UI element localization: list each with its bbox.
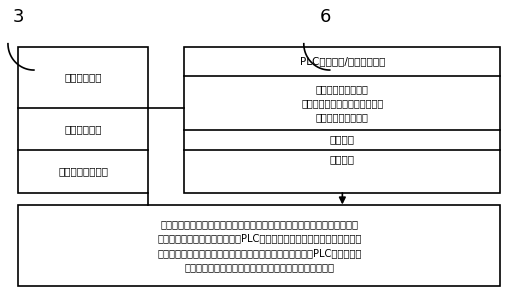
Bar bbox=[18, 204, 500, 286]
Text: 传感器压力曲线显示
位移传感器压力变化曲线显示同
时布置单点位移变化: 传感器压力曲线显示 位移传感器压力变化曲线显示同 时布置单点位移变化 bbox=[301, 84, 384, 122]
Bar bbox=[184, 47, 500, 193]
Text: 3: 3 bbox=[13, 8, 25, 27]
Text: 计算模块: 计算模块 bbox=[330, 155, 355, 164]
Text: 内部形状监控系统: 内部形状监控系统 bbox=[58, 167, 108, 177]
Text: 报警模块: 报警模块 bbox=[330, 135, 355, 145]
Text: 6: 6 bbox=[320, 8, 332, 27]
Text: PLC控制装置/仿真软件监控: PLC控制装置/仿真软件监控 bbox=[300, 56, 385, 66]
Bar bbox=[18, 47, 148, 193]
Text: 压力监测系统: 压力监测系统 bbox=[64, 124, 102, 134]
Text: 根据仿真软件监控的仿真结果，仿真软件建立基础溶洞填充流量数据表，在
实际溶洞填充的施工过程中，将PLC控制装置内存储的各种基础形状的溶洞
填充时间和填充物总量作: 根据仿真软件监控的仿真结果，仿真软件建立基础溶洞填充流量数据表，在 实际溶洞填充… bbox=[157, 219, 362, 272]
Text: 溶洞充填模型: 溶洞充填模型 bbox=[64, 72, 102, 82]
